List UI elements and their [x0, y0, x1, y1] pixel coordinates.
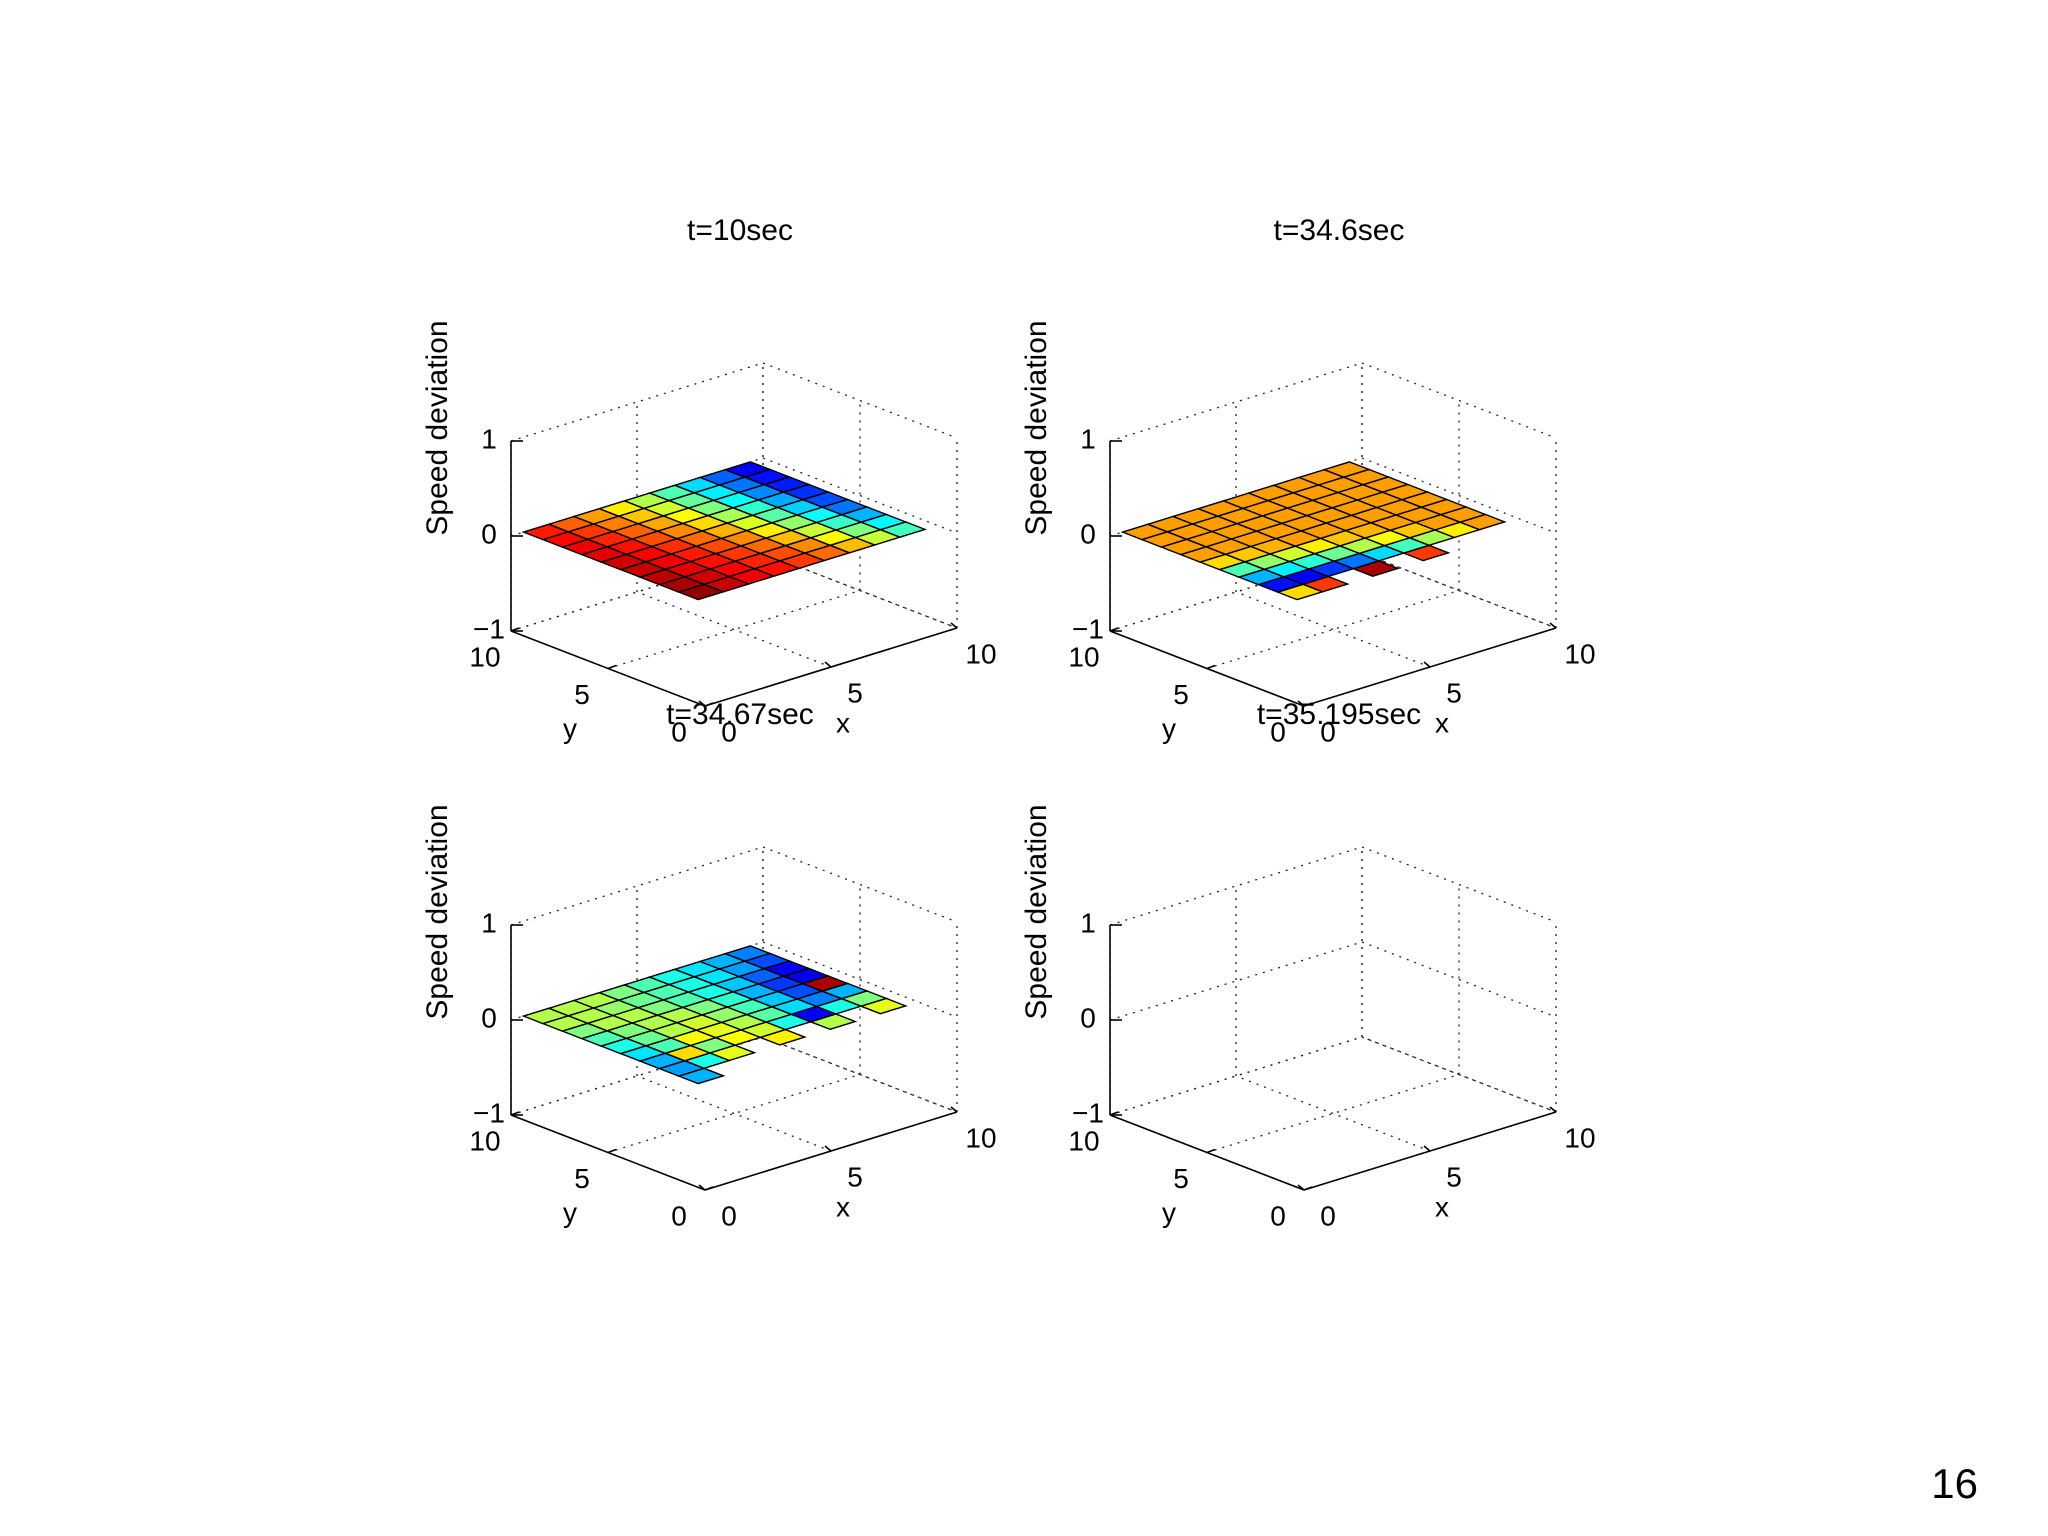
grid-line	[1235, 1075, 1431, 1152]
y-tick-label: 10	[469, 641, 500, 672]
x-tick-label: 5	[1446, 677, 1462, 708]
page-number: 16	[1931, 1460, 1978, 1507]
z-tick-label: −1	[1072, 1097, 1104, 1128]
y-tick	[1109, 1111, 1119, 1116]
grid-line	[607, 1073, 861, 1154]
grid-line	[1206, 589, 1460, 670]
y-tick	[1206, 664, 1216, 670]
plot-title: t=34.67sec	[666, 698, 814, 731]
z-tick-label: 0	[481, 1002, 497, 1033]
y-tick	[607, 1148, 617, 1154]
z-tick-label: 0	[1080, 1002, 1096, 1033]
x-tick	[824, 1145, 832, 1152]
x-tick-label: 10	[1564, 1122, 1595, 1153]
plot-title: t=34.6sec	[1274, 214, 1405, 247]
x-tick	[698, 700, 706, 707]
grid-line	[636, 591, 832, 668]
x-tick-label: 5	[847, 1161, 863, 1192]
x-tick	[698, 1184, 706, 1191]
x-tick-label: 0	[721, 1200, 737, 1231]
y-axis-label: y	[563, 713, 577, 744]
surface-patch	[1120, 523, 1170, 541]
z-tick-label: 0	[481, 518, 497, 549]
x-tick-label: 10	[965, 1122, 996, 1153]
x-tick	[950, 1106, 958, 1113]
x-tick-label: 10	[1564, 638, 1595, 669]
z-axis-label: Speed deviation	[421, 804, 454, 1019]
y-tick	[1109, 627, 1119, 632]
y-axis-label: y	[1162, 1197, 1176, 1228]
y-tick-label: 0	[671, 716, 687, 747]
y-tick-label: 5	[1173, 1163, 1189, 1194]
y-tick-label: 10	[1068, 1125, 1099, 1156]
x-tick	[1549, 622, 1557, 629]
grid-line	[1206, 1073, 1460, 1154]
grid-line	[607, 589, 861, 670]
x-axis-label: x	[1435, 707, 1449, 738]
z-tick-label: 1	[1080, 423, 1096, 454]
y-tick-label: 0	[1270, 1200, 1286, 1231]
plot-title: t=10sec	[687, 214, 793, 247]
x-axis-label: x	[836, 1191, 850, 1222]
y-tick	[510, 627, 520, 632]
z-tick-label: 1	[481, 423, 497, 454]
y-tick-label: 5	[1173, 679, 1189, 710]
surface-patch	[521, 523, 571, 541]
x-tick	[1297, 700, 1305, 707]
z-axis-label: Speed deviation	[1020, 804, 1053, 1019]
x-axis-label: x	[1435, 1191, 1449, 1222]
z-tick-label: −1	[1072, 613, 1104, 644]
x-tick-label: 10	[965, 638, 996, 669]
x-tick	[1423, 661, 1431, 668]
y-tick	[704, 1186, 714, 1191]
y-tick	[704, 702, 714, 707]
surface-patch	[521, 1007, 571, 1025]
z-tick-label: −1	[473, 1097, 505, 1128]
x-tick	[1549, 1106, 1557, 1113]
y-tick	[1303, 1186, 1313, 1191]
grid-line	[1109, 941, 1363, 1021]
z-axis-label: Speed deviation	[421, 320, 454, 535]
x-axis-label: x	[836, 707, 850, 738]
grid-line	[1235, 591, 1431, 668]
y-axis-label: y	[1162, 713, 1176, 744]
z-tick-label: 0	[1080, 518, 1096, 549]
x-tick	[1423, 1145, 1431, 1152]
x-tick-label: 0	[1320, 1200, 1336, 1231]
x-tick	[824, 661, 832, 668]
x-tick	[950, 622, 958, 629]
x-tick	[1297, 1184, 1305, 1191]
z-axis-label: Speed deviation	[1020, 320, 1053, 535]
grid-line	[636, 1075, 832, 1152]
x-tick-label: 0	[721, 716, 737, 747]
y-tick	[1303, 702, 1313, 707]
y-tick-label: 0	[671, 1200, 687, 1231]
y-tick-label: 5	[574, 679, 590, 710]
x-tick-label: 5	[1446, 1161, 1462, 1192]
x-tick-label: 5	[847, 677, 863, 708]
z-tick-label: 1	[481, 907, 497, 938]
plot-title: t=35.195sec	[1257, 698, 1421, 731]
y-tick	[1206, 1148, 1216, 1154]
y-tick	[510, 1111, 520, 1116]
y-tick	[607, 664, 617, 670]
y-tick-label: 5	[574, 1163, 590, 1194]
z-tick-label: −1	[473, 613, 505, 644]
y-tick-label: 10	[469, 1125, 500, 1156]
y-tick-label: 0	[1270, 716, 1286, 747]
y-axis-label: y	[563, 1197, 577, 1228]
x-tick-label: 0	[1320, 716, 1336, 747]
z-tick-label: 1	[1080, 907, 1096, 938]
y-tick-label: 10	[1068, 641, 1099, 672]
